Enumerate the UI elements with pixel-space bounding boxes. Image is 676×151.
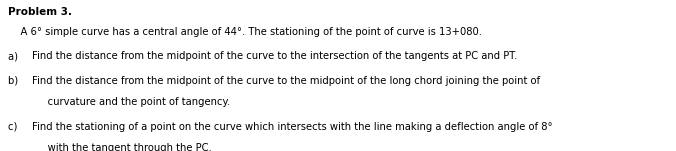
Text: a): a) [8,51,23,61]
Text: Find the distance from the midpoint of the curve to the intersection of the tang: Find the distance from the midpoint of t… [32,51,518,61]
Text: c): c) [8,122,22,132]
Text: Find the stationing of a point on the curve which intersects with the line makin: Find the stationing of a point on the cu… [32,122,553,132]
Text: A 6° simple curve has a central angle of 44°. The stationing of the point of cur: A 6° simple curve has a central angle of… [8,27,482,37]
Text: with the tangent through the PC.: with the tangent through the PC. [32,143,212,151]
Text: Problem 3.: Problem 3. [8,7,72,17]
Text: Find the distance from the midpoint of the curve to the midpoint of the long cho: Find the distance from the midpoint of t… [32,76,541,85]
Text: curvature and the point of tangency.: curvature and the point of tangency. [32,97,231,107]
Text: b): b) [8,76,23,85]
